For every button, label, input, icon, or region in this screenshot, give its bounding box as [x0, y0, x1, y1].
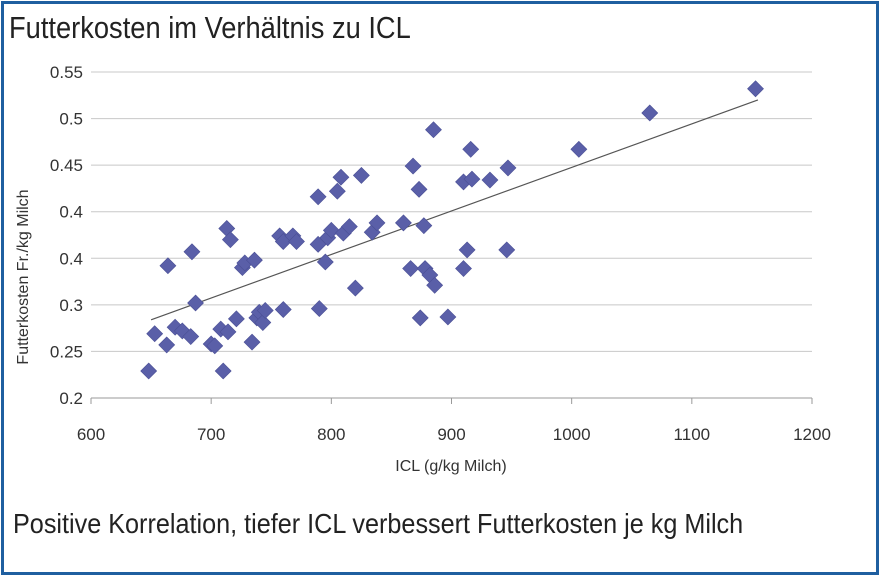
- data-point: [227, 310, 245, 328]
- data-point: [404, 157, 422, 175]
- data-point: [439, 308, 457, 326]
- chart-caption: Positive Korrelation, tiefer ICL verbess…: [13, 508, 744, 539]
- y-tick-label: 0.55: [50, 63, 83, 82]
- data-point: [415, 217, 433, 235]
- data-point: [340, 218, 358, 236]
- x-axis-label: ICL (g/kg Milch): [395, 458, 506, 475]
- data-point: [328, 182, 346, 200]
- x-tick-label: 900: [437, 425, 465, 444]
- y-axis-label: Futterkosten Fr./kg Milch: [15, 189, 32, 364]
- y-axis-ticks: 0.2 0.25 0.3 0.4 0.4 0.45 0.5 0.55: [50, 63, 83, 408]
- data-point: [316, 253, 334, 271]
- data-point: [455, 260, 472, 277]
- data-point: [274, 301, 292, 318]
- x-tick-label: 1100: [674, 425, 711, 444]
- data-point: [256, 302, 274, 319]
- data-point: [140, 362, 158, 380]
- trendline-layer: [150, 99, 759, 321]
- data-point: [219, 323, 237, 341]
- data-point: [322, 221, 340, 239]
- y-tick-label: 0.25: [50, 342, 83, 361]
- data-point: [159, 257, 177, 275]
- trendline: [150, 99, 759, 321]
- y-tick-label: 0.2: [59, 389, 83, 408]
- grid-layer: [91, 71, 812, 399]
- y-tick-label: 0.4: [59, 249, 83, 268]
- data-point: [309, 188, 327, 206]
- chart-title: Futterkosten im Verhältnis zu ICL: [9, 10, 411, 45]
- data-point: [499, 159, 517, 177]
- data-point: [288, 233, 305, 250]
- data-point: [402, 260, 420, 277]
- x-tick-label: 600: [77, 425, 105, 444]
- data-point: [187, 294, 204, 312]
- y-tick-label: 0.5: [59, 110, 83, 129]
- data-point: [570, 140, 588, 158]
- data-point: [146, 325, 164, 343]
- data-point: [310, 300, 328, 318]
- data-point: [243, 333, 261, 351]
- data-point: [411, 309, 429, 327]
- data-point: [158, 336, 176, 354]
- data-point: [641, 104, 659, 122]
- data-point: [368, 214, 386, 232]
- data-point: [458, 241, 476, 259]
- data-point: [182, 328, 200, 345]
- data-point: [206, 337, 224, 355]
- data-point: [332, 168, 350, 186]
- data-point: [395, 214, 412, 232]
- y-tick-label: 0.4: [59, 203, 83, 222]
- x-tick-label: 1200: [793, 425, 831, 444]
- y-tick-label: 0.45: [50, 156, 83, 175]
- data-point: [214, 362, 232, 380]
- data-point: [463, 170, 481, 188]
- data-point: [254, 314, 272, 331]
- data-point: [462, 140, 480, 158]
- y-tick-label: 0.3: [59, 296, 83, 315]
- data-point: [346, 279, 364, 297]
- data-point: [410, 180, 428, 198]
- data-point: [747, 80, 764, 98]
- data-point: [481, 171, 499, 189]
- data-point: [221, 231, 239, 249]
- data-point: [425, 121, 442, 139]
- x-tick-label: 700: [197, 425, 225, 444]
- points-layer: [140, 80, 764, 380]
- data-point: [426, 276, 444, 294]
- data-point: [173, 322, 191, 340]
- data-point: [352, 166, 370, 184]
- data-point: [498, 241, 516, 259]
- data-point: [183, 243, 201, 261]
- data-point: [246, 251, 263, 269]
- x-tick-label: 1000: [553, 425, 591, 444]
- x-tick-label: 800: [317, 425, 345, 444]
- x-axis-ticks: 600 700 800 900 1000 1100 1200: [77, 398, 831, 444]
